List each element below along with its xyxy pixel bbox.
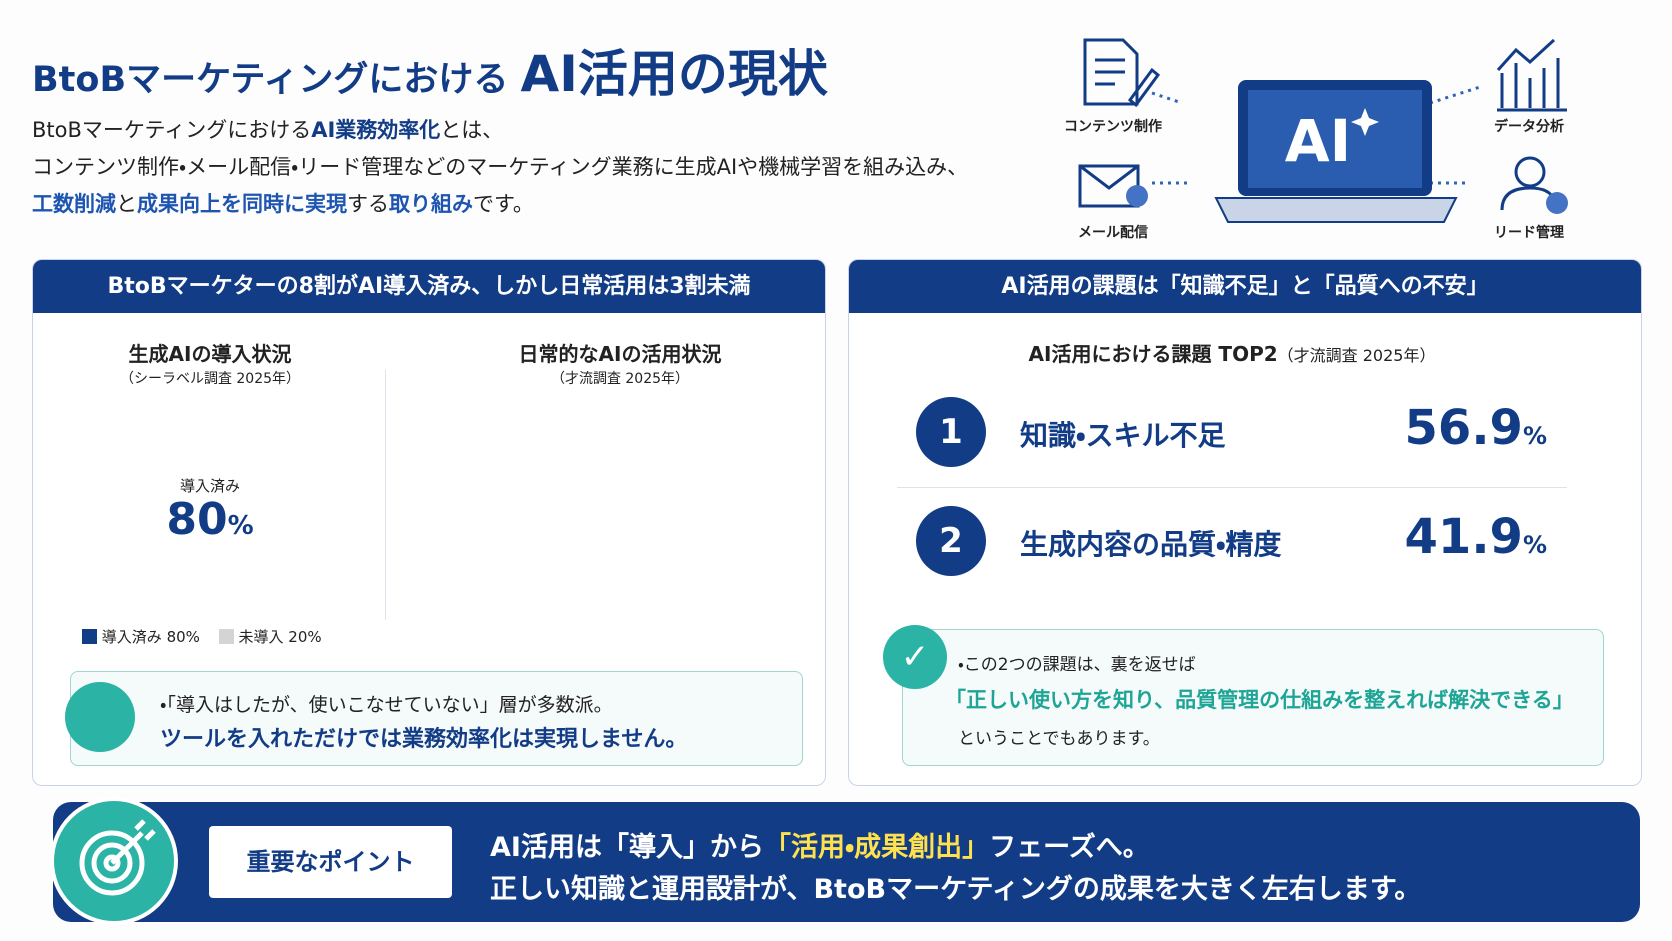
chart-title: 生成AIの導入状況	[128, 342, 292, 366]
donut-center-value: 80%	[166, 494, 253, 545]
text: です。	[473, 192, 534, 216]
panel-heading: BtoBマーケターの8割がAI導入済み、しかし日常活用は3割未満	[33, 260, 825, 313]
title-part: AI活用の現状	[520, 45, 828, 103]
note-emphasis: ツールを入れただけでは業務効率化は実現しません。	[160, 727, 688, 752]
note-text: ・この2つの課題は、裏を返せば	[958, 655, 1196, 675]
intro-line: コンテンツ制作・メール配信・リード管理などのマーケティング業務に生成AIや機械学…	[32, 149, 968, 186]
pen-icon	[1127, 67, 1161, 108]
emphasis: AI業務効率化	[311, 118, 441, 142]
legend-value: 20%	[288, 628, 322, 646]
legend: 導入済み 80% 未導入 20%	[82, 626, 322, 647]
legend-swatch	[218, 629, 234, 644]
text: と	[116, 192, 137, 216]
text: BtoBマーケティングにおける	[32, 118, 312, 142]
unit: %	[1522, 422, 1547, 450]
text: とは、	[440, 118, 504, 142]
highlight: 「活用・成果創出」	[763, 832, 990, 863]
intro-line: 工数削減と成果向上を同時に実現する取り組みです。	[32, 186, 968, 223]
icon-label: データ分析	[1494, 119, 1564, 135]
donut-center-label: 導入済み	[179, 477, 241, 495]
chart-source: （才流調査 2025年）	[550, 371, 690, 387]
icon-label: リード管理	[1494, 225, 1564, 241]
title: BtoBマーケティングにおける AI活用の現状	[32, 34, 828, 106]
text: する	[347, 192, 389, 216]
issue-label: 知識・スキル不足	[1020, 419, 1226, 452]
badge: 重要なポイント	[209, 826, 452, 898]
unit: %	[1522, 531, 1547, 559]
footer-line: AI活用は「導入」から「活用・成果創出」フェーズへ。	[490, 825, 1150, 864]
issue-value: 56.9%	[1405, 400, 1547, 456]
emphasis: 成果向上を同時に実現	[137, 192, 347, 216]
document-icon	[1083, 38, 1139, 106]
bulb-icon	[65, 682, 135, 752]
intro-line: BtoBマーケティングにおけるAI業務効率化とは、	[32, 112, 968, 149]
legend-label: 未導入	[238, 628, 284, 646]
note-box	[70, 671, 803, 766]
rank-badge: 2	[916, 506, 986, 576]
note-text: ということでもあります。	[958, 729, 1160, 749]
text: AI活用は「導入」から	[490, 832, 764, 863]
chart-title: 日常的なAIの活用状況	[518, 342, 722, 366]
value: 41.9	[1404, 509, 1523, 565]
value: 80	[166, 494, 228, 545]
divider	[897, 487, 1567, 488]
sparkle	[1351, 108, 1379, 136]
rank-badge: 1	[916, 397, 986, 467]
value: 56.9	[1404, 400, 1523, 456]
chart-icon	[1496, 38, 1567, 112]
laptop-screen	[1248, 90, 1422, 188]
target-glyph	[79, 819, 156, 896]
note-box	[902, 629, 1604, 766]
legend-label: 導入済み	[101, 628, 162, 646]
check-badge	[1546, 192, 1568, 214]
emphasis: 取り組み	[389, 192, 473, 216]
unit: %	[227, 511, 254, 541]
legend-swatch	[82, 629, 97, 644]
chart-source: （シーラベル調査 2025年）	[119, 371, 301, 387]
laptop-label: AI	[1285, 107, 1351, 175]
laptop-base	[1214, 197, 1458, 223]
icon-label: メール配信	[1078, 225, 1148, 241]
footer-line: 正しい知識と運用設計が、BtoBマーケティングの成果を大きく左右します。	[490, 874, 1422, 905]
emphasis: 工数削減	[32, 192, 116, 216]
ranking-title: AI活用における課題 TOP2（才流調査 2025年）	[1029, 338, 1436, 367]
target-icon	[54, 801, 174, 921]
person-icon	[1500, 186, 1556, 211]
icon-label: コンテンツ制作	[1064, 119, 1162, 135]
note-text: ・「導入はしたが、使いこなせていない」層が多数派。	[160, 694, 613, 716]
intro: BtoBマーケティングにおけるAI業務効率化とは、 コンテンツ制作・メール配信・…	[32, 112, 968, 223]
panel-heading: AI活用の課題は「知識不足」と「品質への不安」	[849, 260, 1641, 313]
title-part: BtoBマーケティングにおける	[32, 60, 509, 100]
divider	[385, 370, 386, 620]
check-icon: ✓	[883, 625, 947, 689]
subtitle: AI活用における課題 TOP2	[1028, 342, 1278, 366]
connector	[1151, 85, 1481, 185]
person-icon	[1514, 156, 1546, 188]
issue-label: 生成内容の品質・精度	[1020, 528, 1282, 561]
legend-value: 80%	[166, 628, 200, 646]
text: コンテンツ制作・メール配信・リード管理などのマーケティング業務に生成AIや機械学…	[32, 155, 969, 179]
issue-value: 41.9%	[1405, 509, 1547, 565]
text: フェーズへ。	[989, 832, 1150, 863]
source: （才流調査 2025年）	[1277, 346, 1436, 365]
check-badge	[1126, 185, 1148, 207]
note-emphasis: 「正しい使い方を知り、品質管理の仕組みを整えれば解決できる」	[945, 688, 1574, 712]
